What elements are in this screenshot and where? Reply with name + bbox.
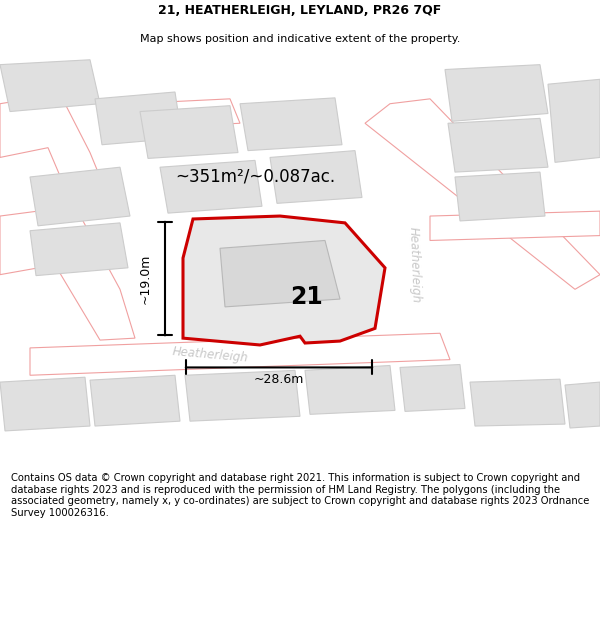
Polygon shape bbox=[160, 161, 262, 213]
Text: ~28.6m: ~28.6m bbox=[254, 372, 304, 386]
Polygon shape bbox=[565, 382, 600, 428]
Polygon shape bbox=[448, 118, 548, 172]
Polygon shape bbox=[90, 375, 180, 426]
Text: ~351m²/~0.087ac.: ~351m²/~0.087ac. bbox=[175, 168, 335, 186]
Polygon shape bbox=[30, 168, 130, 226]
Polygon shape bbox=[0, 378, 90, 431]
Polygon shape bbox=[240, 98, 342, 151]
Polygon shape bbox=[470, 379, 565, 426]
Polygon shape bbox=[305, 366, 395, 414]
Polygon shape bbox=[183, 216, 385, 345]
Polygon shape bbox=[548, 79, 600, 162]
Text: Heatherleigh: Heatherleigh bbox=[407, 226, 423, 303]
Polygon shape bbox=[455, 172, 545, 221]
Text: 21: 21 bbox=[290, 285, 323, 309]
Polygon shape bbox=[140, 106, 238, 158]
Polygon shape bbox=[400, 364, 465, 411]
Polygon shape bbox=[430, 211, 600, 241]
Polygon shape bbox=[0, 206, 135, 340]
Polygon shape bbox=[445, 64, 548, 121]
Polygon shape bbox=[220, 241, 340, 307]
Polygon shape bbox=[185, 371, 300, 421]
Polygon shape bbox=[270, 151, 362, 203]
Polygon shape bbox=[365, 99, 600, 289]
Text: Map shows position and indicative extent of the property.: Map shows position and indicative extent… bbox=[140, 34, 460, 44]
Polygon shape bbox=[95, 92, 182, 145]
Polygon shape bbox=[0, 94, 110, 211]
Polygon shape bbox=[30, 333, 450, 375]
Polygon shape bbox=[130, 99, 240, 128]
Text: Contains OS data © Crown copyright and database right 2021. This information is : Contains OS data © Crown copyright and d… bbox=[11, 473, 589, 518]
Text: Heatherleigh: Heatherleigh bbox=[172, 345, 248, 364]
Polygon shape bbox=[0, 60, 100, 111]
Text: ~19.0m: ~19.0m bbox=[139, 253, 151, 304]
Text: 21, HEATHERLEIGH, LEYLAND, PR26 7QF: 21, HEATHERLEIGH, LEYLAND, PR26 7QF bbox=[158, 4, 442, 18]
Polygon shape bbox=[30, 223, 128, 276]
